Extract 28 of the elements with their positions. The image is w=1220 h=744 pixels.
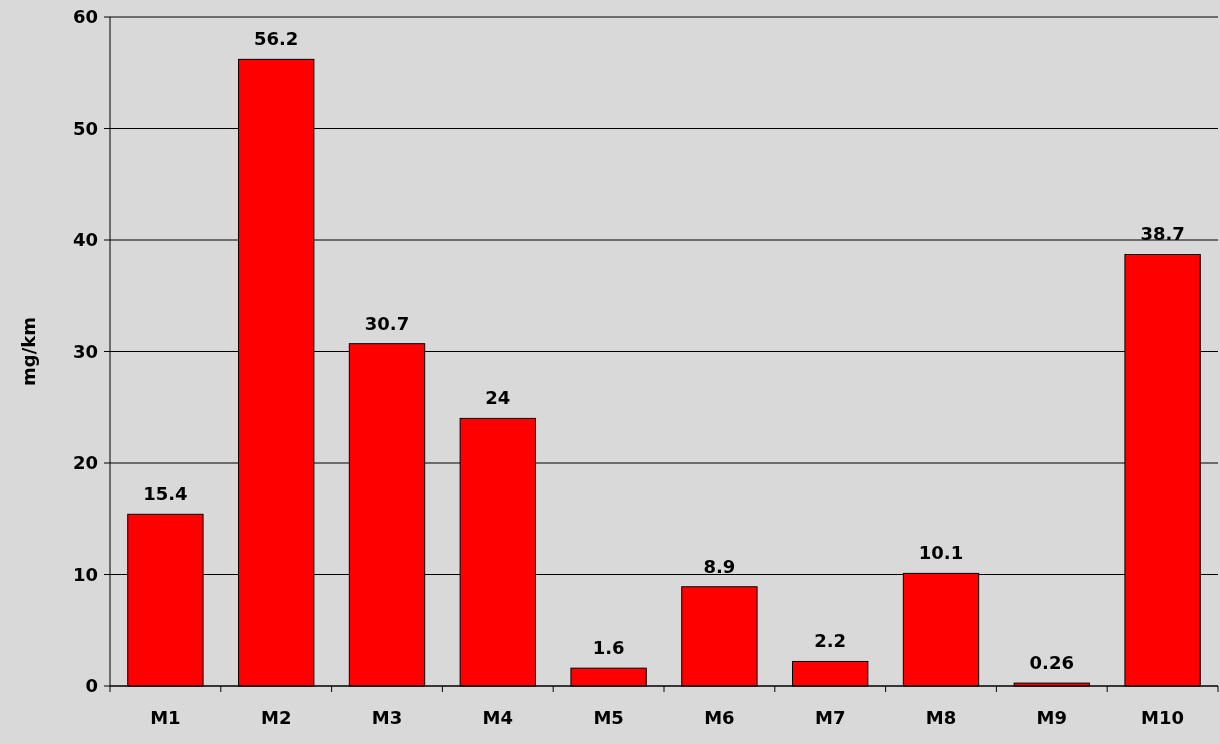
x-tick-label: M1 — [150, 707, 181, 728]
x-tick-label: M7 — [814, 707, 846, 728]
y-tick-label: 30 — [72, 340, 98, 362]
data-label: 24 — [485, 387, 511, 409]
data-label: 38.7 — [1140, 223, 1185, 245]
data-label: 15.4 — [143, 483, 188, 505]
x-tick-label: M5 — [593, 707, 624, 728]
y-tick-label: 40 — [72, 229, 98, 251]
data-label: 8.9 — [703, 555, 736, 577]
x-tick-label: M8 — [925, 707, 957, 728]
x-tick-label: M4 — [482, 707, 514, 728]
x-tick-label: M10 — [1141, 707, 1185, 728]
data-label: 56.2 — [253, 28, 299, 50]
y-tick-label: 60 — [72, 6, 98, 28]
y-tick-label: 0 — [85, 675, 98, 697]
x-tick-label: M9 — [1036, 707, 1068, 728]
data-label: 0.26 — [1029, 652, 1075, 674]
data-label: 30.7 — [364, 312, 410, 334]
x-tick-label: M3 — [371, 707, 403, 728]
data-label: 2.2 — [814, 630, 847, 652]
x-tick-label: M2 — [260, 707, 292, 728]
y-tick-label: 20 — [72, 452, 98, 474]
y-tick-label: 10 — [72, 563, 98, 585]
data-label: 1.6 — [592, 637, 625, 659]
y-axis-title: mg/km — [18, 317, 39, 386]
y-tick-label: 50 — [72, 117, 98, 139]
data-label: 10.1 — [918, 542, 964, 564]
x-tick-label: M6 — [704, 707, 735, 728]
